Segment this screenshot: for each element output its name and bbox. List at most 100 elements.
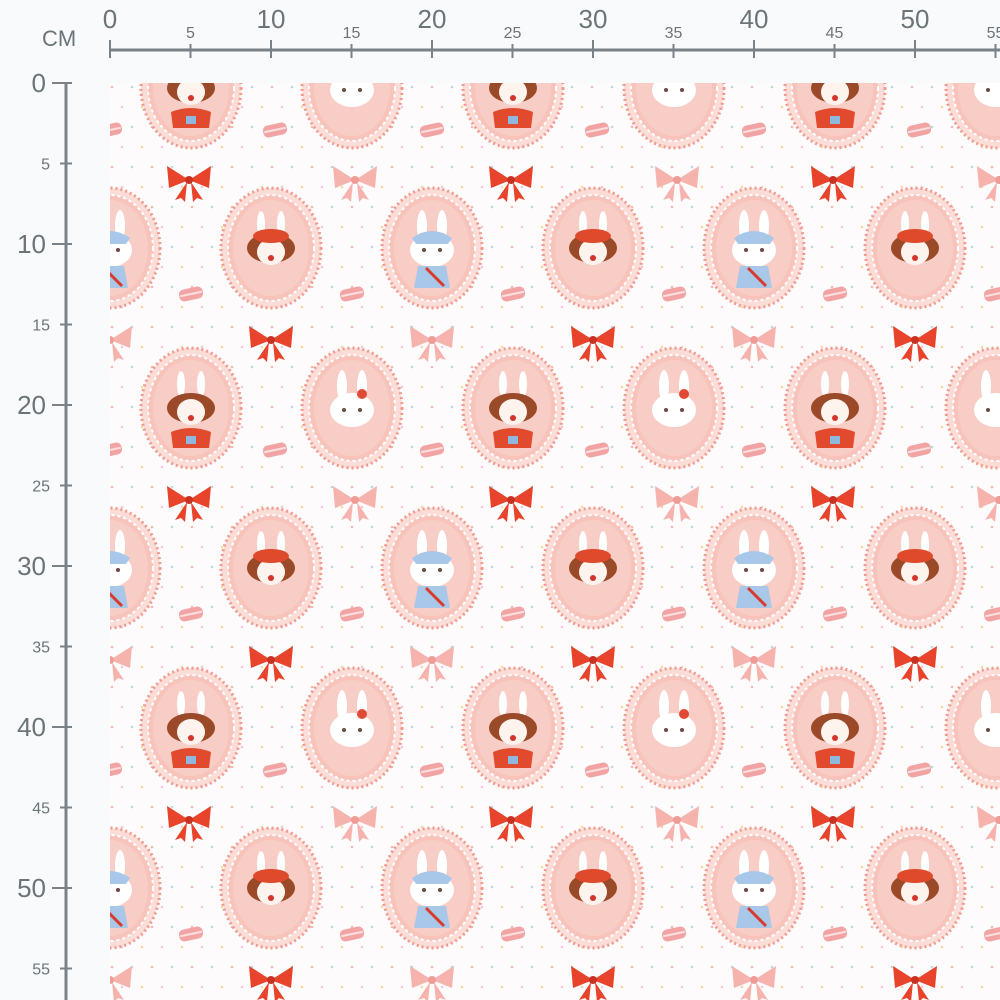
macaron-icon bbox=[661, 286, 687, 302]
left-ruler-label: 30 bbox=[17, 551, 46, 581]
pink-bow-icon bbox=[410, 966, 454, 1000]
blue-bunny-medallion bbox=[702, 186, 806, 310]
bunny-medallion bbox=[944, 346, 1000, 470]
macaron-icon bbox=[906, 122, 932, 138]
bunny-medallion bbox=[300, 666, 404, 790]
macaron-icon bbox=[983, 286, 1000, 302]
girl-pigtails-medallion bbox=[139, 666, 243, 790]
macaron-icon bbox=[339, 606, 365, 622]
macaron-icon bbox=[822, 926, 848, 942]
girl-pigtails-medallion bbox=[139, 346, 243, 470]
macaron-icon bbox=[419, 442, 445, 458]
blue-bunny-medallion bbox=[702, 826, 806, 950]
macaron-icon bbox=[661, 926, 687, 942]
pink-bow-icon bbox=[655, 806, 699, 842]
red-bow-icon bbox=[489, 806, 533, 842]
pink-bow-icon bbox=[410, 646, 454, 682]
blue-bunny-medallion bbox=[110, 506, 162, 630]
red-bow-icon bbox=[167, 486, 211, 522]
red-bow-icon bbox=[249, 646, 293, 682]
red-bow-icon bbox=[571, 646, 615, 682]
top-ruler-label: 10 bbox=[257, 4, 286, 34]
girl-pigtails-medallion bbox=[783, 83, 887, 150]
red-bow-icon bbox=[893, 966, 937, 1000]
left-ruler-label: 15 bbox=[32, 318, 50, 335]
left-ruler-label: 40 bbox=[17, 712, 46, 742]
macaron-icon bbox=[178, 606, 204, 622]
macaron-icon bbox=[262, 122, 288, 138]
top-ruler-label: 5 bbox=[186, 25, 195, 42]
bunny-medallion bbox=[622, 666, 726, 790]
red-bow-icon bbox=[811, 486, 855, 522]
pink-bow-icon bbox=[655, 166, 699, 202]
macaron-icon bbox=[983, 926, 1000, 942]
macaron-icon bbox=[110, 122, 123, 138]
girl-pigtails-medallion bbox=[461, 346, 565, 470]
left-ruler-label: 50 bbox=[17, 873, 46, 903]
pink-bow-icon bbox=[977, 166, 1000, 202]
top-ruler-label: 15 bbox=[343, 25, 361, 42]
left-ruler-label: 35 bbox=[32, 640, 50, 657]
girl-beret-medallion bbox=[219, 506, 323, 630]
pink-bow-icon bbox=[333, 806, 377, 842]
red-bow-icon bbox=[167, 806, 211, 842]
bunny-medallion bbox=[944, 83, 1000, 150]
macaron-icon bbox=[741, 762, 767, 778]
pink-bow-icon bbox=[333, 486, 377, 522]
macaron-icon bbox=[584, 762, 610, 778]
macaron-icon bbox=[584, 122, 610, 138]
red-bow-icon bbox=[571, 326, 615, 362]
pink-bow-icon bbox=[110, 326, 132, 362]
top-ruler-label: 20 bbox=[418, 4, 447, 34]
red-bow-icon bbox=[489, 166, 533, 202]
red-bow-icon bbox=[249, 326, 293, 362]
top-ruler: 0 5 10 15 20 25 30 35 40 45 50 55 bbox=[103, 4, 1000, 58]
macaron-icon bbox=[500, 606, 526, 622]
left-ruler-label: 20 bbox=[17, 390, 46, 420]
top-ruler-label: 40 bbox=[740, 4, 769, 34]
macaron-icon bbox=[584, 442, 610, 458]
girl-pigtails-medallion bbox=[461, 666, 565, 790]
left-ruler-label: 5 bbox=[41, 157, 50, 174]
red-bow-icon bbox=[811, 806, 855, 842]
blue-bunny-medallion bbox=[110, 186, 162, 310]
pink-bow-icon bbox=[110, 646, 132, 682]
pink-bow-icon bbox=[977, 486, 1000, 522]
top-ruler-label: 35 bbox=[665, 25, 683, 42]
blue-bunny-medallion bbox=[380, 186, 484, 310]
blue-bunny-medallion bbox=[380, 826, 484, 950]
pink-bow-icon bbox=[977, 806, 1000, 842]
macaron-icon bbox=[419, 122, 445, 138]
pink-bow-icon bbox=[410, 326, 454, 362]
bunny-medallion bbox=[944, 666, 1000, 790]
pink-bow-icon bbox=[333, 166, 377, 202]
blue-bunny-medallion bbox=[380, 506, 484, 630]
red-bow-icon bbox=[489, 486, 533, 522]
left-ruler-label: 0 bbox=[32, 68, 46, 98]
bunny-medallion bbox=[622, 346, 726, 470]
macaron-icon bbox=[262, 762, 288, 778]
red-bow-icon bbox=[571, 966, 615, 1000]
macaron-icon bbox=[661, 606, 687, 622]
macaron-icon bbox=[906, 442, 932, 458]
red-bow-icon bbox=[893, 326, 937, 362]
girl-beret-medallion bbox=[219, 826, 323, 950]
girl-beret-medallion bbox=[541, 826, 645, 950]
macaron-icon bbox=[741, 442, 767, 458]
left-ruler-label: 10 bbox=[17, 229, 46, 259]
pink-bow-icon bbox=[732, 326, 776, 362]
fabric-pattern bbox=[110, 83, 1000, 1000]
left-ruler: 0 5 10 15 20 25 30 35 40 45 50 55 bbox=[17, 68, 72, 1000]
red-bow-icon bbox=[167, 166, 211, 202]
bunny-medallion bbox=[622, 83, 726, 150]
pink-bow-icon bbox=[732, 646, 776, 682]
macaron-icon bbox=[419, 762, 445, 778]
girl-pigtails-medallion bbox=[783, 346, 887, 470]
top-ruler-label: 30 bbox=[579, 4, 608, 34]
girl-pigtails-medallion bbox=[461, 83, 565, 150]
top-ruler-label: 45 bbox=[826, 25, 844, 42]
bunny-medallion bbox=[300, 346, 404, 470]
fabric-pattern-preview bbox=[110, 83, 1000, 1000]
macaron-icon bbox=[339, 286, 365, 302]
